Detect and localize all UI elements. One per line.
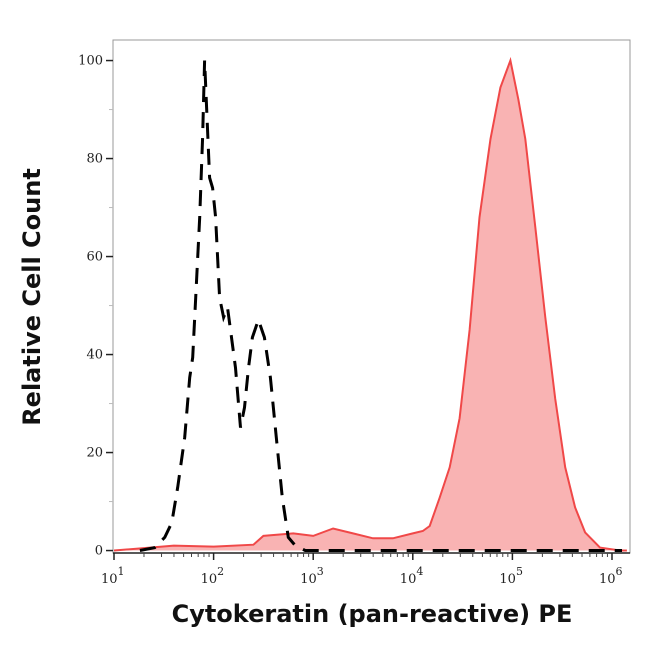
- x-tick-label: 101: [101, 565, 125, 587]
- y-tick-label: 20: [86, 446, 103, 461]
- control-histogram-line: [139, 60, 622, 552]
- x-tick-label: 104: [400, 565, 424, 587]
- x-axis-label: Cytokeratin (pan-reactive) PE: [172, 600, 573, 628]
- stained-histogram-line: [113, 56, 627, 552]
- axes: 101 102 103 104 105 106 0 20 40 60 80 100: [78, 39, 631, 587]
- y-tick-label: 40: [86, 348, 103, 363]
- y-tick-label: 80: [86, 152, 103, 167]
- x-tick-label: 106: [599, 565, 623, 587]
- x-tick-label: 105: [499, 565, 523, 587]
- y-tick-label: 0: [95, 544, 103, 559]
- x-tick-label: 103: [300, 565, 324, 587]
- stained-histogram-fill: [114, 60, 627, 551]
- y-tick-label: 60: [86, 250, 103, 265]
- y-tick-label: 100: [78, 54, 103, 69]
- y-axis-label: Relative Cell Count: [18, 168, 46, 426]
- plot-area: [113, 56, 627, 552]
- x-tick-label: 102: [201, 565, 225, 587]
